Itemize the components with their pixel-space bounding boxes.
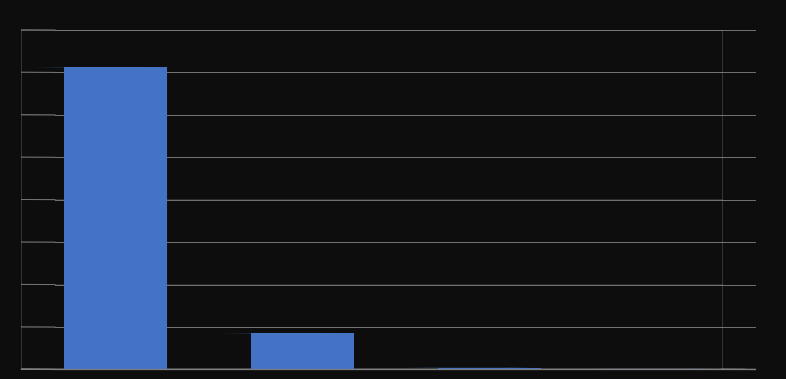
Polygon shape [251, 334, 354, 370]
Polygon shape [64, 67, 167, 370]
Polygon shape [134, 67, 167, 370]
Polygon shape [320, 333, 354, 370]
Polygon shape [438, 368, 541, 370]
Polygon shape [507, 368, 541, 370]
Polygon shape [693, 369, 727, 370]
